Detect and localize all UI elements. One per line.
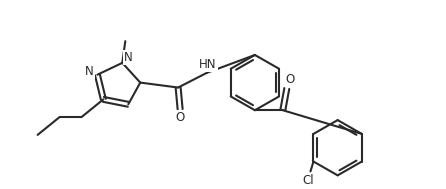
Text: N: N	[85, 65, 94, 78]
Text: Cl: Cl	[303, 174, 314, 187]
Text: N: N	[124, 51, 132, 64]
Text: O: O	[285, 73, 294, 86]
Text: O: O	[176, 111, 185, 124]
Text: HN: HN	[199, 58, 217, 71]
